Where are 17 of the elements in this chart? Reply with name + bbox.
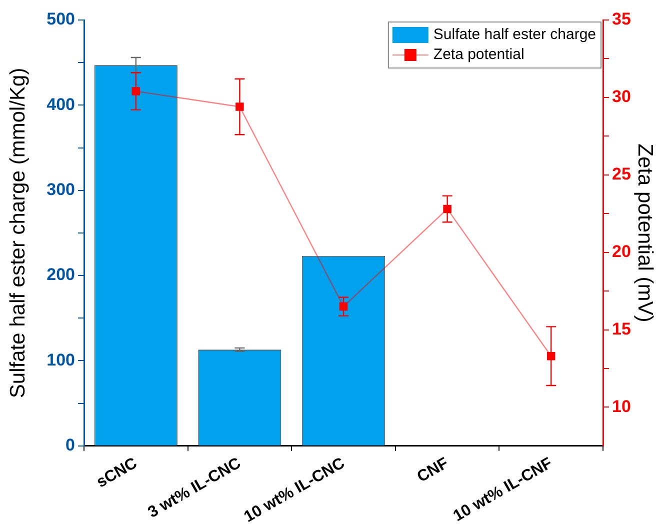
y-tick-label: 300 bbox=[46, 180, 75, 200]
y-tick-label: 400 bbox=[46, 94, 75, 114]
legend-label: Zeta potential bbox=[433, 46, 524, 64]
y-tick-label: 200 bbox=[46, 265, 75, 284]
y-tick-label: 100 bbox=[46, 350, 75, 370]
y2-tick-label: 35 bbox=[612, 10, 631, 29]
y2-tick-label: 30 bbox=[612, 87, 631, 106]
y-axis-title: Sulfate half ester charge (mmol/Kg) bbox=[6, 68, 30, 398]
y2-tick-label: 25 bbox=[612, 164, 631, 184]
y2-tick-label: 10 bbox=[612, 396, 631, 416]
y-tick-label: 500 bbox=[46, 10, 75, 29]
y-tick-label: 0 bbox=[66, 436, 75, 455]
y2-tick-label: 20 bbox=[612, 242, 631, 262]
x-tick-label: CNF bbox=[414, 454, 452, 486]
legend-label: Sulfate half ester charge bbox=[433, 26, 596, 44]
y2-axis-title: Zeta potential (mV) bbox=[634, 144, 657, 322]
y2-tick-label: 15 bbox=[612, 319, 631, 338]
